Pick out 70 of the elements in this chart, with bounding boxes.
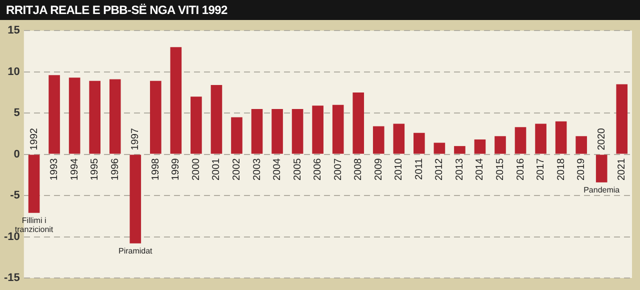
x-tick-label: 2001 <box>211 158 222 181</box>
y-tick-label: -10 <box>4 230 20 243</box>
x-tick-label: 2021 <box>616 158 628 181</box>
bar <box>312 106 324 154</box>
bar <box>231 117 242 154</box>
x-tick-label: 1994 <box>69 158 80 181</box>
y-tick-label: -5 <box>10 190 20 202</box>
annotation: Pandemia <box>584 186 620 195</box>
x-tick-label: 2002 <box>231 158 242 181</box>
bar <box>576 136 587 154</box>
bar <box>150 80 162 154</box>
chart-title: RRITJA REALE E PBB-SË NGA VITI 1992 <box>0 0 640 20</box>
x-tick-label: 2008 <box>353 158 364 181</box>
bar <box>130 154 142 244</box>
bar <box>372 126 384 154</box>
bar <box>616 84 628 154</box>
bar <box>89 80 100 154</box>
x-tick-label: 2003 <box>252 158 263 181</box>
x-tick-label: 1997 <box>130 128 142 150</box>
annotation: Piramidat <box>118 246 154 256</box>
x-tick-label: 2004 <box>272 158 284 181</box>
bar <box>109 79 121 154</box>
x-tick-label: 2013 <box>454 158 466 181</box>
bar <box>28 154 40 213</box>
x-tick-label: 2009 <box>373 158 384 181</box>
bar <box>332 104 344 154</box>
bar <box>474 139 486 154</box>
x-tick-label: 2020 <box>596 128 608 150</box>
x-tick-label: 2010 <box>394 158 405 181</box>
y-tick-label: 10 <box>8 66 20 78</box>
x-tick-label: 1993 <box>49 158 60 181</box>
x-tick-label: 2012 <box>434 158 446 181</box>
y-tick-label: 5 <box>14 107 20 120</box>
x-tick-label: 1992 <box>28 128 40 150</box>
bar <box>535 124 546 154</box>
x-tick-label: 2015 <box>494 158 506 181</box>
bar <box>251 108 263 154</box>
x-tick-label: 2000 <box>190 158 202 181</box>
bar <box>494 136 506 154</box>
bar <box>48 75 60 154</box>
y-tick-label: 0 <box>14 148 20 160</box>
x-tick-label: 1996 <box>110 158 121 181</box>
x-tick-label: 1999 <box>170 158 182 181</box>
bar <box>514 127 526 154</box>
x-tick-label: 1995 <box>90 158 101 181</box>
bar <box>596 154 608 182</box>
bar <box>414 132 425 154</box>
x-tick-label: 2006 <box>312 158 324 181</box>
bar <box>454 146 466 154</box>
x-tick-label: 2014 <box>474 158 486 181</box>
x-tick-label: 1998 <box>150 158 162 181</box>
x-tick-label: 2017 <box>536 158 547 181</box>
x-tick-label: 2005 <box>292 158 304 181</box>
bar <box>272 108 283 154</box>
bar <box>555 121 567 154</box>
bar <box>393 124 405 154</box>
bar <box>68 78 80 154</box>
x-tick-label: 2019 <box>576 158 588 181</box>
bar <box>190 96 202 154</box>
bar <box>292 108 304 154</box>
bar <box>352 92 364 154</box>
x-tick-label: 2007 <box>332 158 344 181</box>
bar <box>434 142 446 154</box>
x-tick-label: 2011 <box>414 158 425 180</box>
bar <box>170 47 182 154</box>
y-tick-label: 15 <box>8 24 20 37</box>
x-tick-label: 2016 <box>515 158 526 181</box>
y-tick-label: -15 <box>4 272 20 284</box>
x-tick-label: 2018 <box>556 158 567 181</box>
bar <box>210 85 222 154</box>
